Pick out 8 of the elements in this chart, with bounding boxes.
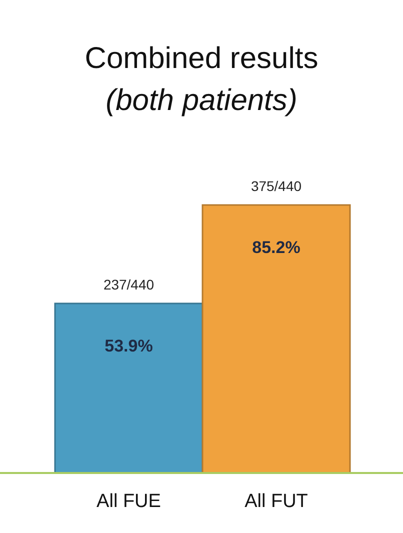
chart-title: Combined results: [84, 42, 318, 75]
data-label: 85.2%: [252, 238, 300, 257]
x-tick-label: All FUT: [244, 491, 308, 512]
x-tick-label: All FUE: [96, 491, 161, 512]
chart-subtitle: (both patients): [106, 84, 298, 117]
annotation: 237/440: [103, 276, 154, 292]
data-label: 53.9%: [104, 336, 153, 356]
annotation: 375/440: [250, 178, 302, 194]
